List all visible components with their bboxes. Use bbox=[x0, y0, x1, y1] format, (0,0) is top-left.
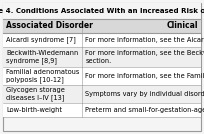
Bar bbox=[3, 85, 201, 103]
Bar bbox=[3, 67, 201, 85]
Bar bbox=[3, 103, 201, 117]
Text: Beckwith-Wiedemann
syndrome [8,9]: Beckwith-Wiedemann syndrome [8,9] bbox=[6, 50, 78, 64]
Text: For more information, see the Beckwith-Wiec
section.: For more information, see the Beckwith-W… bbox=[85, 50, 204, 64]
Text: Familial adenomatous
polyposis [10-12]: Familial adenomatous polyposis [10-12] bbox=[6, 69, 79, 83]
Text: Low-birth-weight: Low-birth-weight bbox=[6, 107, 62, 113]
Text: Table 4. Conditions Associated With an Increased Risk of He: Table 4. Conditions Associated With an I… bbox=[0, 8, 204, 14]
Text: Associated Disorder: Associated Disorder bbox=[6, 21, 93, 31]
Text: For more information, see the Aicardi syndro: For more information, see the Aicardi sy… bbox=[85, 37, 204, 43]
Bar bbox=[3, 3, 201, 19]
Text: Aicardi syndrome [7]: Aicardi syndrome [7] bbox=[6, 37, 76, 43]
Bar bbox=[3, 47, 201, 67]
Text: Glycogen storage
diseases I–IV [13]: Glycogen storage diseases I–IV [13] bbox=[6, 87, 65, 101]
Text: Preterm and small-for-gestation-age neonates: Preterm and small-for-gestation-age neon… bbox=[85, 107, 204, 113]
Text: Symptoms vary by individual disorder.: Symptoms vary by individual disorder. bbox=[85, 91, 204, 97]
Bar bbox=[3, 19, 201, 33]
Text: For more information, see the Familial adeno: For more information, see the Familial a… bbox=[85, 73, 204, 79]
Bar bbox=[3, 33, 201, 47]
Text: Clinical: Clinical bbox=[166, 21, 198, 31]
